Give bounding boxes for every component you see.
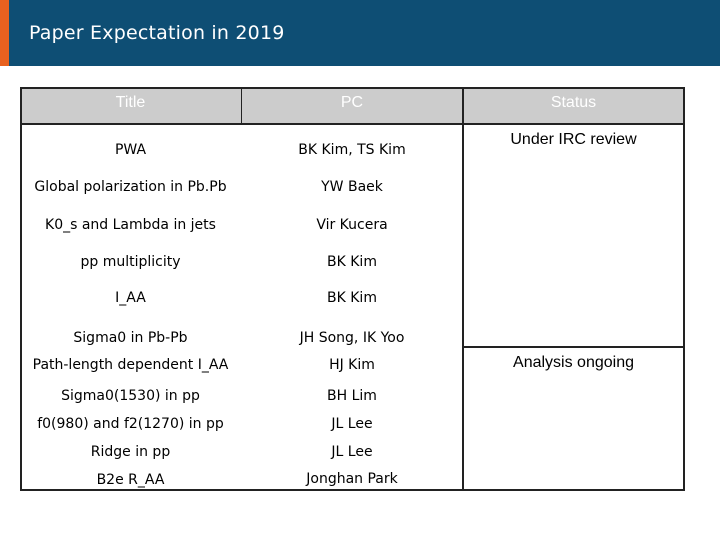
row-title: Sigma0 in Pb-Pb [73, 330, 188, 346]
row-pc: JH Song, IK Yoo [299, 330, 405, 346]
row-title: K0_s and Lambda in jets [45, 217, 216, 233]
table-border-top [20, 87, 685, 89]
row-pc: BH Lim [327, 388, 377, 404]
column-header-status: Status [550, 93, 597, 111]
header-accent [0, 0, 9, 66]
row-title: f0(980) and f2(1270) in pp [37, 416, 224, 432]
row-pc: JL Lee [331, 416, 373, 432]
status-group-divider [464, 346, 685, 348]
row-title: Sigma0(1530) in pp [61, 388, 200, 404]
row-title: B2e R_AA [96, 472, 165, 488]
row-pc: HJ Kim [329, 357, 375, 373]
table-border-bottom [20, 489, 685, 491]
status-column-divider [462, 87, 464, 491]
row-pc: Vir Kucera [316, 217, 388, 233]
row-pc: BK Kim, TS Kim [298, 142, 406, 158]
table-border-right [683, 87, 685, 491]
header-divider-1 [241, 87, 242, 124]
header-bottom-border [20, 123, 685, 125]
table-header-row [20, 87, 685, 124]
column-header-pc: PC [340, 93, 364, 111]
status-under-irc-review: Under IRC review [510, 131, 637, 148]
row-title: Path-length dependent I_AA [32, 357, 229, 373]
row-title: PWA [114, 142, 147, 158]
row-divider-tick [20, 346, 22, 347]
status-analysis-ongoing: Analysis ongoing [513, 354, 634, 371]
row-title: pp multiplicity [80, 254, 181, 270]
row-pc: Jonghan Park [306, 471, 398, 487]
header-bar: Paper Expectation in 2019 [0, 0, 720, 66]
row-pc: YW Baek [321, 179, 383, 195]
row-title: Ridge in pp [90, 444, 171, 460]
row-pc: JL Lee [331, 444, 373, 460]
row-title: I_AA [115, 290, 146, 306]
row-pc: BK Kim [327, 290, 377, 306]
row-pc: BK Kim [327, 254, 377, 270]
table-border-left [20, 87, 22, 491]
column-header-title: Title [115, 93, 146, 111]
row-title: Global polarization in Pb.Pb [34, 179, 227, 195]
page-title: Paper Expectation in 2019 [29, 22, 285, 44]
expectation-table: Title PC Status PWA BK Kim, TS Kim Globa… [20, 87, 685, 491]
